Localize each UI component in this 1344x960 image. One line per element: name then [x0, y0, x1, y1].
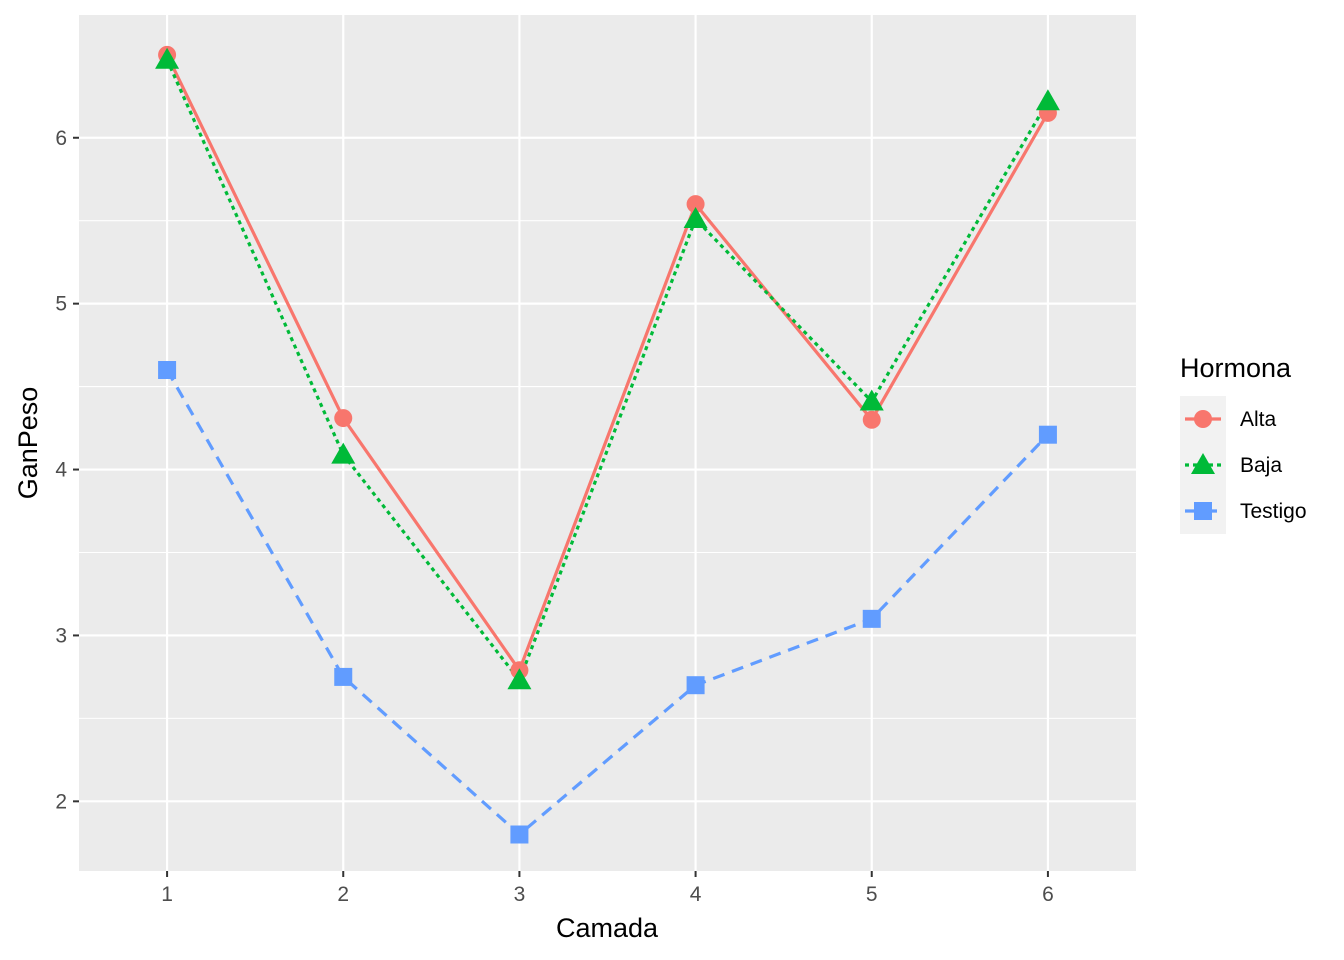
- y-tick-label: 5: [55, 293, 67, 316]
- data-point-baja: [155, 47, 180, 69]
- x-tick-label: 2: [337, 883, 349, 906]
- legend-marker-testigo: [1194, 502, 1212, 520]
- y-axis: 2 3 4 5 6: [55, 127, 79, 813]
- x-tick-label: 3: [514, 883, 526, 906]
- data-point-testigo: [334, 667, 353, 686]
- legend-label-alta: Alta: [1240, 408, 1277, 431]
- legend-label-testigo: Testigo: [1240, 500, 1307, 523]
- data-point-testigo: [686, 676, 705, 695]
- data-point-testigo: [510, 825, 529, 844]
- x-tick-label: 4: [690, 883, 702, 906]
- data-point-alta: [686, 195, 705, 214]
- data-point-baja: [683, 207, 708, 229]
- data-point-testigo: [158, 361, 177, 380]
- y-tick-label: 4: [55, 459, 67, 482]
- x-tick-label: 5: [866, 883, 878, 906]
- series-line-baja: [165, 59, 1050, 684]
- x-axis-title: Camada: [556, 913, 659, 943]
- plot-panel: [79, 15, 1136, 871]
- data-point-alta: [862, 410, 881, 429]
- x-tick-label: 1: [161, 883, 173, 906]
- data-point-baja: [1035, 89, 1060, 111]
- legend-title: Hormona: [1180, 353, 1292, 383]
- series-lines: [165, 54, 1050, 837]
- y-tick-label: 2: [55, 790, 67, 813]
- legend-label-baja: Baja: [1240, 454, 1282, 477]
- data-point-baja: [331, 442, 356, 464]
- x-axis: 1 2 3 4 5 6: [161, 871, 1054, 906]
- legend-marker-alta: [1194, 410, 1212, 428]
- x-tick-label: 6: [1042, 883, 1054, 906]
- series-points: [155, 45, 1060, 844]
- y-tick-label: 3: [55, 624, 67, 647]
- data-point-baja: [859, 389, 884, 411]
- major-gridlines: [79, 15, 1136, 871]
- legend-keys: Alta Baja Testigo: [1180, 396, 1307, 534]
- data-point-testigo: [862, 609, 881, 628]
- minor-gridlines: [79, 220, 1136, 719]
- data-point-baja: [507, 668, 532, 690]
- series-line-testigo: [165, 369, 1050, 837]
- series-line-alta: [165, 54, 1050, 674]
- y-axis-title: GanPeso: [13, 387, 43, 500]
- y-tick-label: 6: [55, 127, 67, 150]
- data-point-testigo: [1038, 425, 1057, 444]
- legend-marker-baja: [1191, 453, 1215, 474]
- legend: Hormona Alta Baja Testigo: [1180, 353, 1307, 534]
- data-point-alta: [334, 409, 353, 428]
